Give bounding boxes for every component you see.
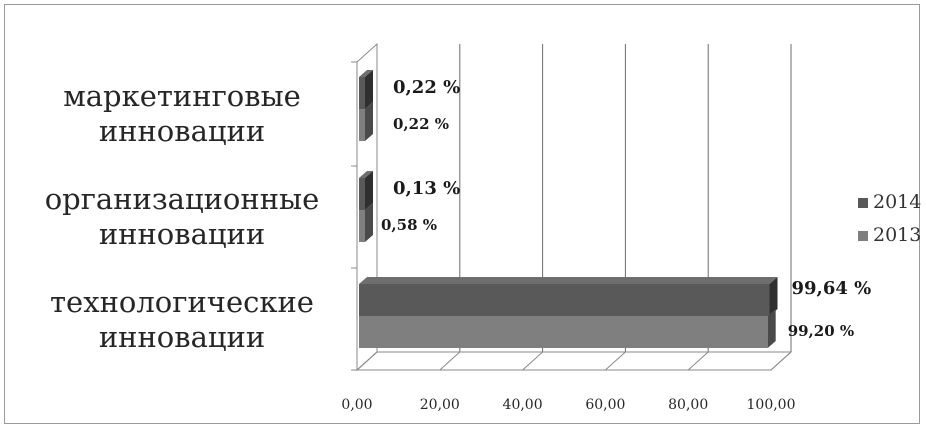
data-label-2013-1: 0,58 % <box>381 216 437 234</box>
bar-top-2014-2 <box>359 277 778 284</box>
data-label-2014-2: 99,64 % <box>792 278 872 299</box>
floor-tick-4 <box>687 351 709 371</box>
bar-side-2014-0 <box>365 70 373 109</box>
floor-tick-2 <box>522 351 543 371</box>
legend-label-2014: 2014 <box>873 191 921 213</box>
floor-tick-3 <box>605 351 626 371</box>
bar-side-2013-1 <box>365 203 373 242</box>
bar-2013-2 <box>359 316 768 348</box>
bar-2014-1 <box>359 178 365 210</box>
bar-top-2014-0 <box>359 70 373 77</box>
floor <box>355 351 793 371</box>
chart-frame <box>4 4 920 424</box>
data-label-2014-1: 0,13 % <box>393 178 460 199</box>
category-label-line: технологические <box>50 285 314 319</box>
bar-side-2013-0 <box>365 102 373 141</box>
bar-side-2014-2 <box>769 277 778 316</box>
bar-side-2014-1 <box>365 171 373 210</box>
x-tick-label-5: 100,00 <box>747 397 796 413</box>
bar-top-2014-1 <box>359 171 373 178</box>
x-tick-label-0: 0,00 <box>341 397 372 413</box>
bar-2014-0 <box>359 77 365 109</box>
data-label-2013-0: 0,22 % <box>393 115 449 133</box>
legend-swatch-2014 <box>858 198 868 208</box>
bar-2013-0 <box>359 109 365 141</box>
x-tick-label-4: 80,00 <box>668 397 708 413</box>
category-label-0: маркетинговые инновации <box>63 79 301 148</box>
data-label-2014-0: 0,22 % <box>393 77 460 98</box>
category-label-line: инновации <box>99 217 265 251</box>
floor-tick-1 <box>439 351 461 371</box>
category-label-line: инновации <box>99 320 265 354</box>
category-label-2: технологические инновации <box>50 285 314 354</box>
category-label-line: организационные <box>45 182 320 216</box>
x-tick-label-2: 40,00 <box>503 397 543 413</box>
data-label-2013-2: 99,20 % <box>788 322 854 340</box>
floor-tick-5 <box>770 351 792 371</box>
category-label-1: организационные инновации <box>45 182 320 251</box>
legend-label-2013: 2013 <box>873 224 921 246</box>
bar-2014-2 <box>359 284 770 316</box>
category-label-line: инновации <box>99 114 265 148</box>
bar-2013-1 <box>359 210 365 242</box>
floor-tick-0 <box>356 351 378 371</box>
category-label-line: маркетинговые <box>63 79 301 113</box>
bar-side-2013-2 <box>767 309 776 348</box>
x-tick-label-1: 20,00 <box>420 397 460 413</box>
x-tick-label-3: 60,00 <box>585 397 625 413</box>
legend-swatch-2013 <box>858 231 868 241</box>
